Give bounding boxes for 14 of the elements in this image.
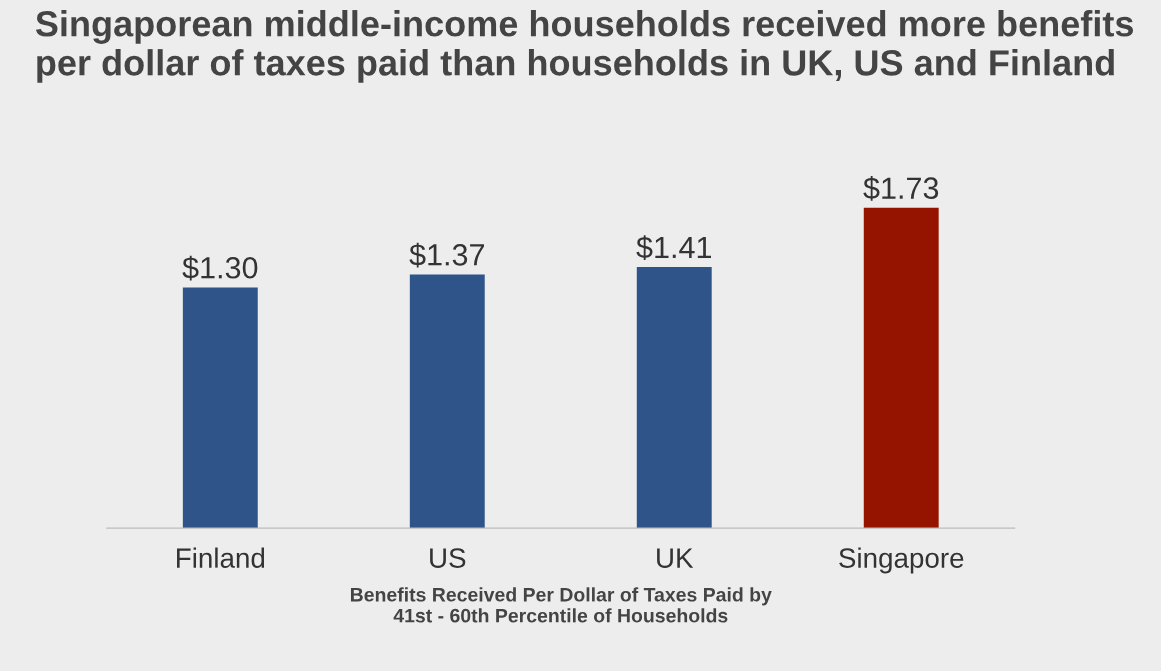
bar	[863, 207, 939, 529]
x-tick-label: US	[430, 548, 466, 568]
bar	[636, 267, 712, 529]
x-tick-label: Singapore	[839, 547, 964, 574]
data-label: $1.30	[182, 255, 258, 281]
chart-title: Singaporean middle-income households received more benefits per dollar of taxes paid than households in UK, US and Finland	[35, 10, 1133, 83]
data-label: $1.41	[636, 235, 711, 261]
x-axis-title: Benefits Received Per Dollar of Taxes Paid by 41st - 60th Percentile of Households	[350, 587, 772, 623]
bar	[409, 274, 485, 529]
bar	[182, 287, 258, 529]
data-label: $1.73	[863, 176, 939, 201]
x-tick-label: Finland	[177, 547, 265, 568]
data-label: $1.37	[409, 242, 484, 268]
x-tick-label: UK	[657, 548, 694, 568]
